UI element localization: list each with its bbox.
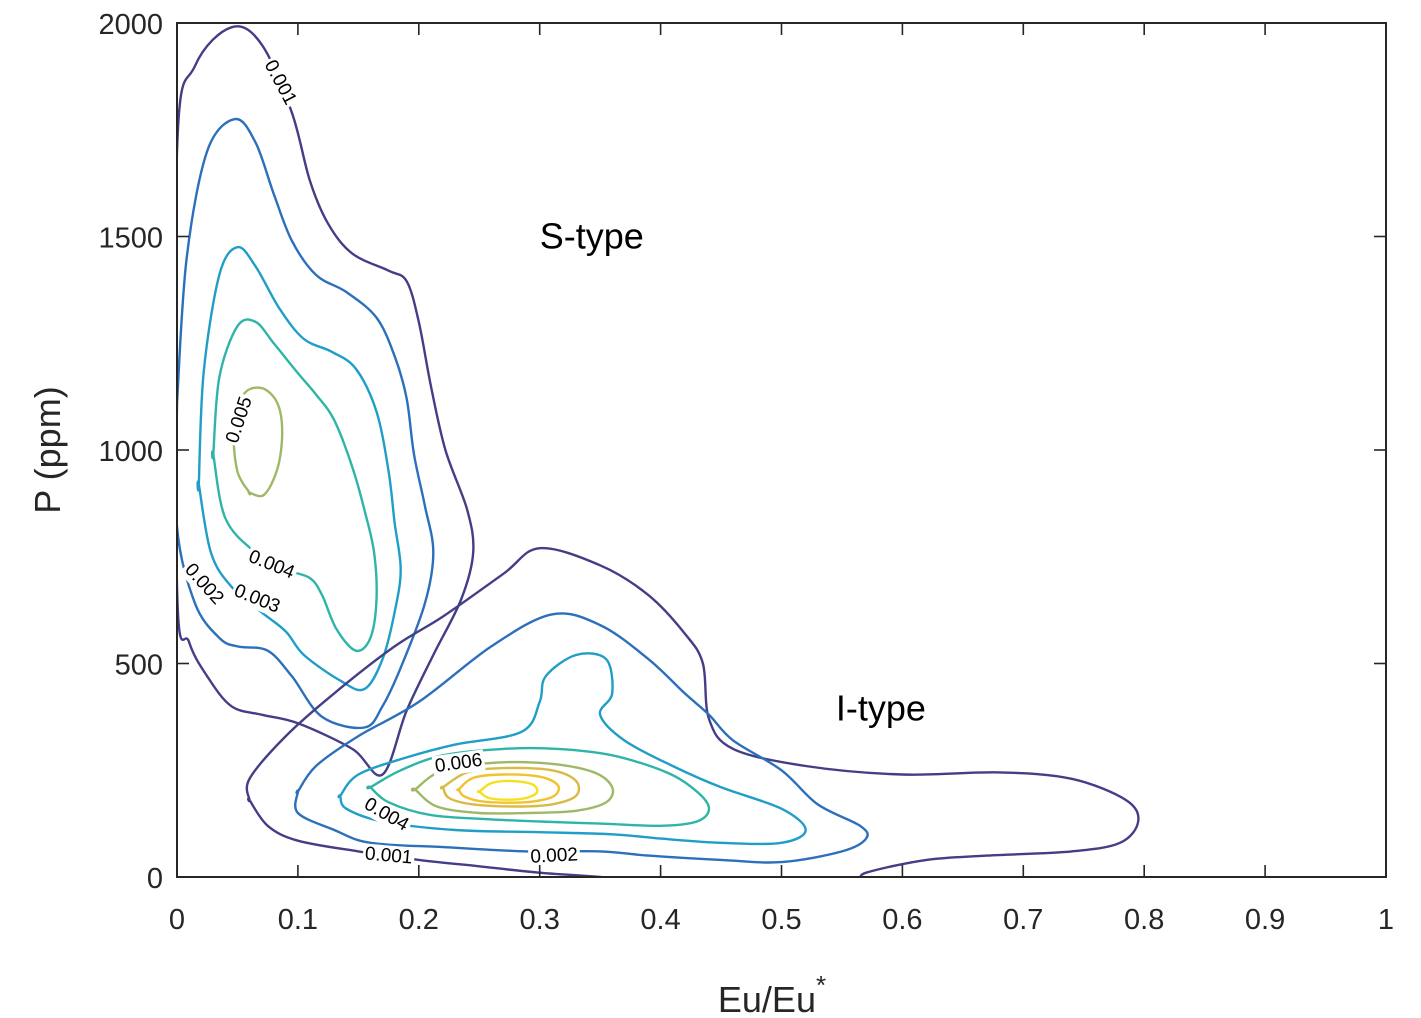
contour-level-label: 0.004	[246, 546, 298, 583]
y-tick-label: 2000	[98, 9, 163, 41]
contour-level-labels: 0.0010.0050.0040.0030.0020.0060.0040.001…	[178, 54, 581, 869]
x-axis-title-main: Eu/Eu	[718, 979, 816, 1018]
contour-label-background	[431, 749, 486, 778]
y-tick-labels: 0 500 1000 1500 2000	[98, 9, 163, 895]
i-type-contour-0.008	[476, 779, 539, 801]
s-type-contour-0.001	[177, 25, 475, 777]
x-tick-label: 0.5	[761, 904, 801, 936]
contour-label-background	[358, 792, 415, 837]
s-type-contour-0.002	[177, 117, 435, 730]
x-tick-label: 0.3	[520, 904, 560, 936]
x-tick-label: 0.6	[882, 904, 922, 936]
contour-label-background	[229, 579, 285, 619]
contour-label-background	[243, 545, 300, 585]
x-tick-labels: 0 0.1 0.2 0.3 0.4 0.5 0.6 0.7 0.8 0.9 1	[169, 904, 1394, 936]
axis-ticks	[176, 22, 1387, 878]
contour-label-background	[221, 392, 258, 448]
x-tick-label: 0.8	[1124, 904, 1164, 936]
x-tick-label: 0	[169, 904, 185, 936]
plot-frame	[176, 22, 1387, 878]
y-tick-label: 1500	[98, 223, 163, 255]
contour-level-label: 0.006	[434, 750, 484, 777]
x-tick-label: 0.1	[278, 904, 318, 936]
x-tick-label: 0.4	[640, 904, 680, 936]
contour-label-background	[527, 844, 581, 868]
contour-lines	[177, 25, 1140, 877]
y-tick-label: 1000	[98, 436, 163, 468]
s-type-contour-0.003	[196, 245, 402, 692]
contour-level-label: 0.002	[530, 844, 579, 867]
x-tick-label: 0.2	[399, 904, 439, 936]
contour-level-label: 0.001	[260, 57, 301, 109]
i-type-contour-0.005	[410, 760, 615, 815]
contour-label-background	[178, 558, 230, 611]
i-type-label: I-type	[836, 687, 926, 728]
x-axis-title: Eu/Eu*	[718, 970, 826, 1018]
contour-level-label: 0.003	[231, 580, 283, 617]
y-axis-title: P (ppm)	[27, 386, 68, 513]
y-tick-label: 500	[115, 650, 163, 682]
contour-label-background	[362, 843, 416, 869]
s-type-label: S-type	[540, 216, 644, 257]
i-type-contour-0.006	[439, 766, 581, 808]
i-type-contour-0.007	[456, 773, 561, 804]
i-type-contour-0.003	[337, 652, 807, 846]
contour-label-background	[258, 54, 302, 111]
x-tick-label: 1	[1378, 904, 1394, 936]
y-tick-label: 0	[147, 863, 163, 895]
group-annotations: S-type I-type	[540, 216, 926, 729]
i-type-contour-0.001	[245, 546, 1140, 877]
x-tick-label: 0.7	[1003, 904, 1043, 936]
x-tick-label: 0.9	[1245, 904, 1285, 936]
i-type-contour-0.002	[294, 612, 869, 864]
contour-level-label: 0.001	[364, 843, 413, 868]
i-type-contour-0.004	[366, 746, 711, 828]
contour-level-label: 0.005	[222, 394, 257, 446]
x-axis-title-superscript: *	[816, 970, 826, 1000]
